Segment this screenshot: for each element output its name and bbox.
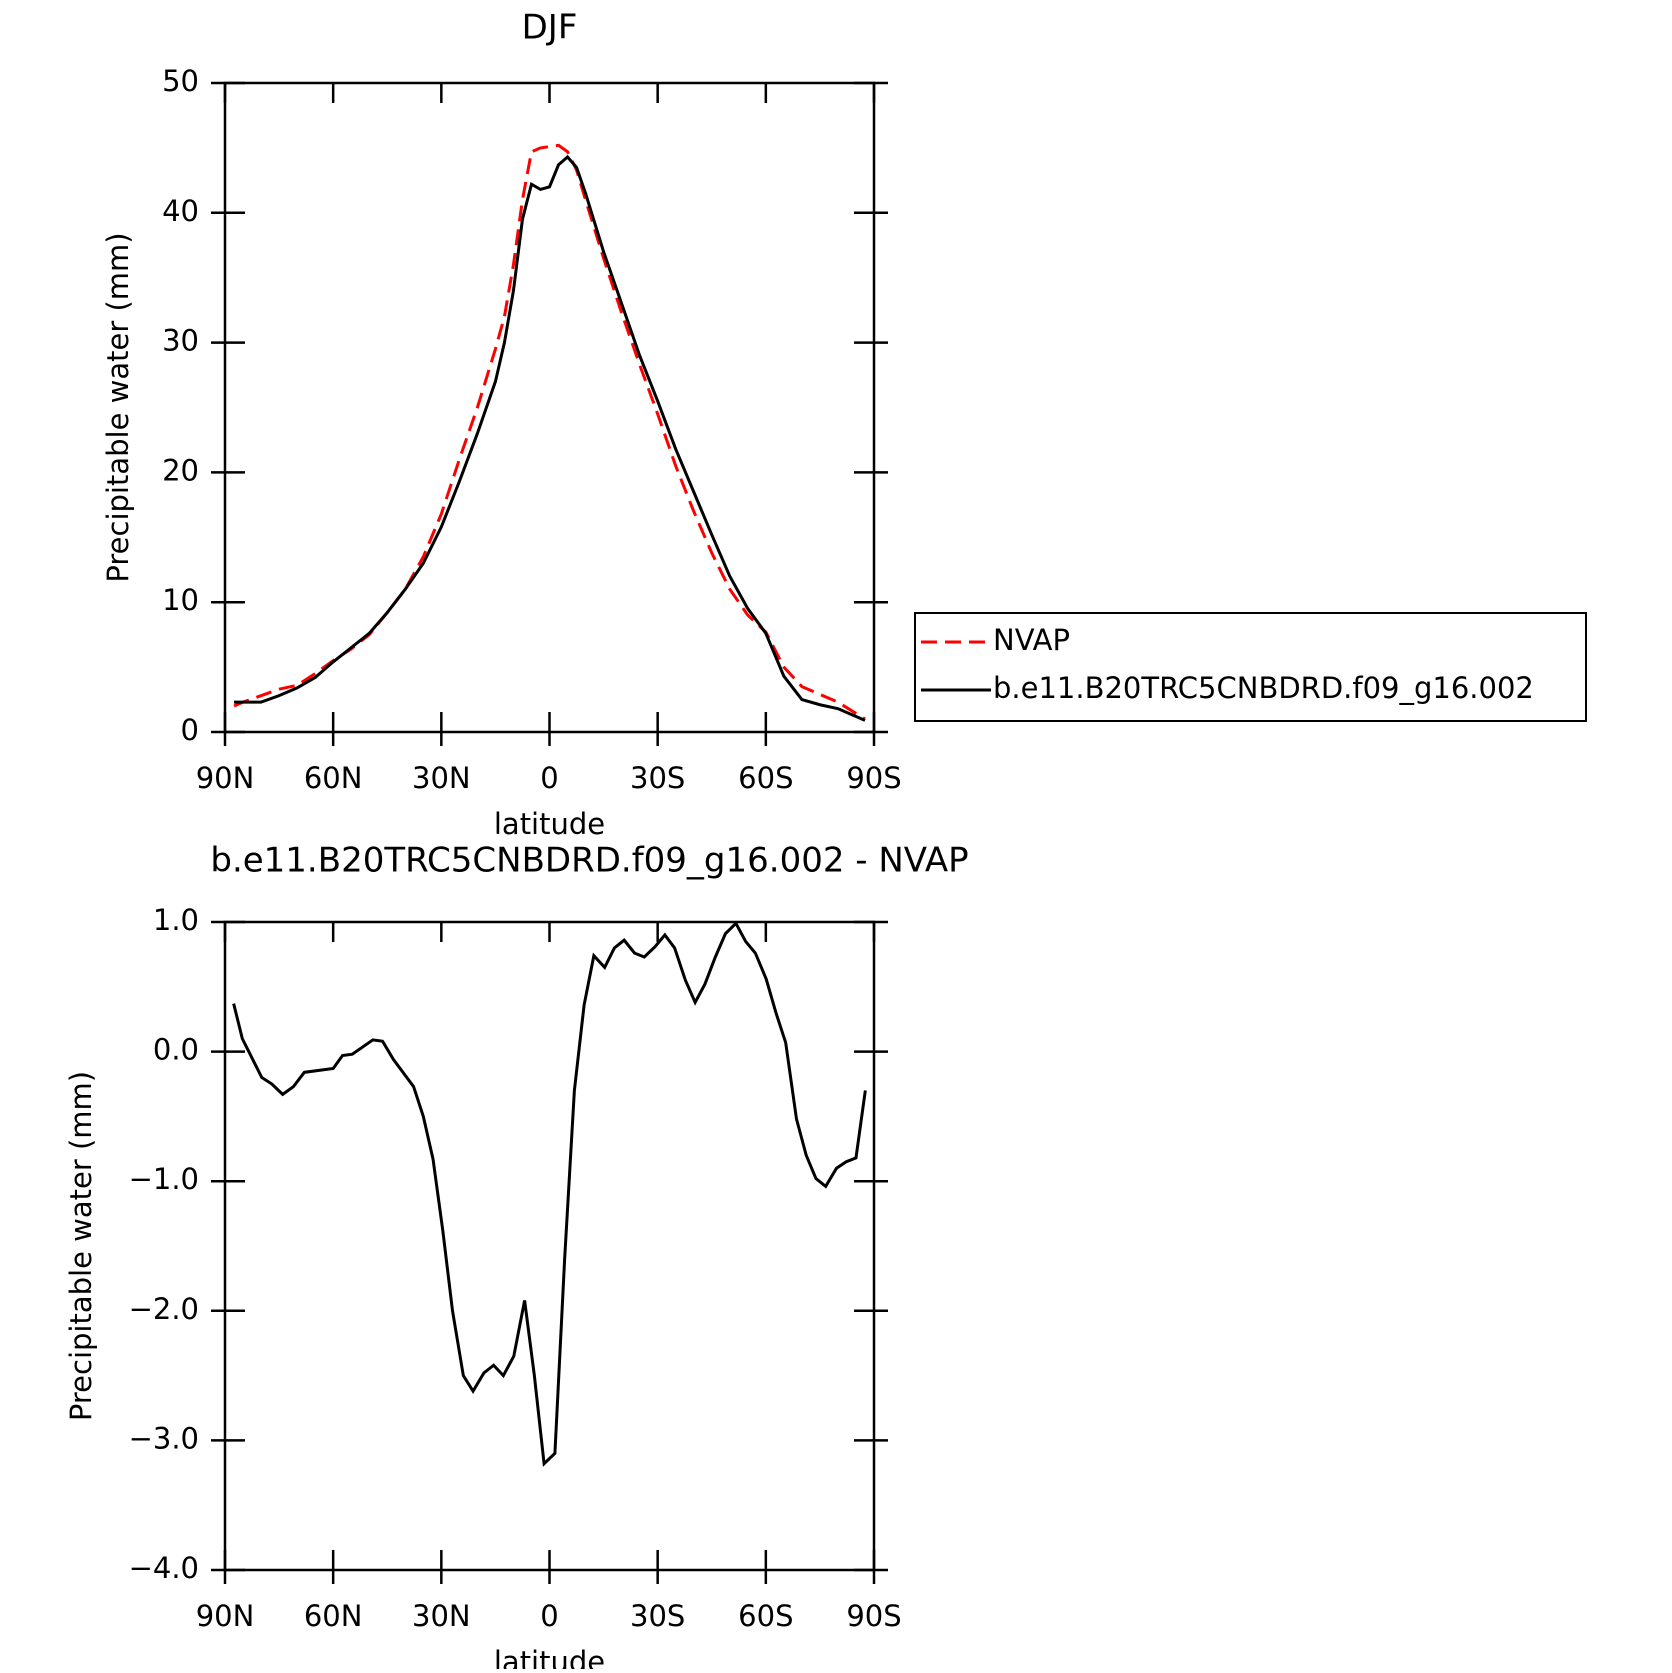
- y-axis-label: Precipitable water (mm): [64, 1071, 98, 1421]
- y-tick-label: −1.0: [129, 1162, 199, 1196]
- y-tick-label: 40: [162, 194, 199, 228]
- x-tick-label: 0: [540, 761, 558, 795]
- y-tick-label: 0: [181, 713, 199, 747]
- x-tick-label: 60N: [304, 761, 363, 795]
- y-tick-label: 1.0: [153, 903, 199, 937]
- x-axis-label: latitude: [494, 807, 605, 841]
- y-tick-label: 30: [162, 324, 199, 358]
- x-tick-label: 30N: [412, 1599, 471, 1633]
- data-line: [234, 154, 866, 722]
- x-tick-label: 90N: [196, 761, 255, 795]
- x-tick-label: 90S: [846, 761, 901, 795]
- x-tick-label: 30S: [630, 1599, 685, 1633]
- x-tick-label: 30N: [412, 761, 471, 795]
- x-tick-label: 60S: [738, 761, 793, 795]
- y-tick-label: 0.0: [153, 1033, 199, 1067]
- chart-title: DJF: [522, 8, 578, 48]
- legend-label: b.e11.B20TRC5CNBDRD.f09_g16.002: [993, 671, 1534, 705]
- x-tick-label: 90N: [196, 1599, 255, 1633]
- y-tick-label: −2.0: [129, 1292, 199, 1326]
- y-tick-label: 20: [162, 453, 199, 487]
- x-tick-label: 60S: [738, 1599, 793, 1633]
- legend-box: [914, 612, 1587, 722]
- y-tick-label: −4.0: [129, 1551, 199, 1585]
- y-tick-label: 10: [162, 583, 199, 617]
- plot-frame: [223, 81, 876, 734]
- y-tick-label: −3.0: [129, 1421, 199, 1455]
- x-tick-label: 90S: [846, 1599, 901, 1633]
- x-axis-label: latitude: [494, 1645, 605, 1669]
- x-tick-label: 0: [540, 1599, 558, 1633]
- data-line: [233, 143, 866, 721]
- x-tick-label: 60N: [304, 1599, 363, 1633]
- legend-label: NVAP: [993, 623, 1070, 657]
- y-axis-label: Precipitable water (mm): [101, 232, 135, 582]
- y-tick-label: 50: [162, 64, 199, 98]
- data-line: [232, 920, 867, 1467]
- chart-title: b.e11.B20TRC5CNBDRD.f09_g16.002 - NVAP: [210, 841, 968, 881]
- x-tick-label: 30S: [630, 761, 685, 795]
